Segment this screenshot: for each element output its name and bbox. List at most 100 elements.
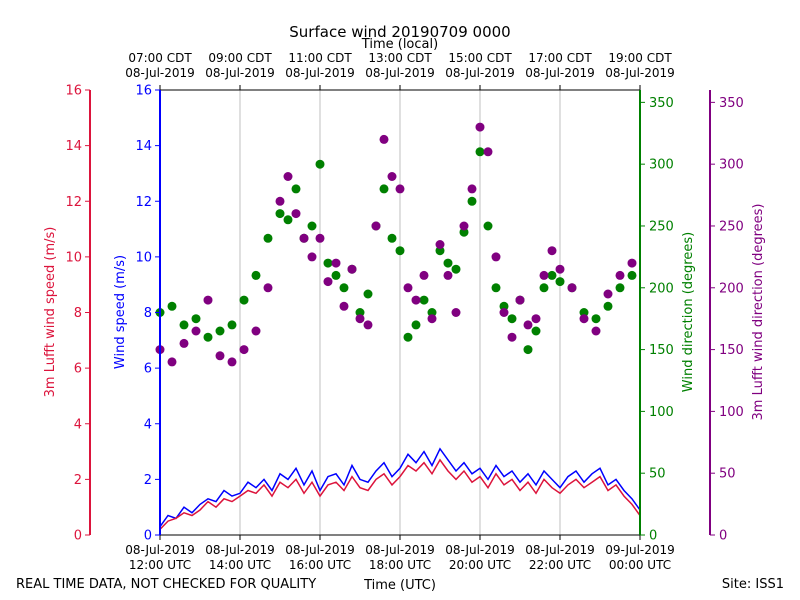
scatter-point: [331, 270, 341, 280]
top-tick-label-time: 09:00 CDT: [208, 51, 272, 65]
lufft-speed-axis-tick-label: 8: [74, 306, 82, 321]
scatter-point: [603, 301, 613, 311]
top-tick-label-time: 19:00 CDT: [608, 51, 672, 65]
scatter-point: [451, 264, 461, 274]
scatter-point: [523, 320, 533, 330]
scatter-point: [371, 221, 381, 231]
x-tick-label-time: 00:00 UTC: [609, 558, 671, 572]
scatter-point: [531, 314, 541, 324]
scatter-point: [627, 258, 637, 268]
wind-speed-axis-tick-label: 2: [144, 473, 152, 488]
scatter-point: [355, 308, 365, 317]
scatter-point: [443, 270, 453, 280]
scatter-point: [179, 320, 189, 330]
scatter-point: [315, 233, 325, 243]
scatter-point: [419, 270, 429, 280]
scatter-point: [323, 277, 333, 287]
scatter-point: [291, 209, 301, 219]
scatter-point: [251, 270, 261, 280]
scatter-point: [379, 134, 389, 144]
scatter-point: [263, 283, 273, 293]
scatter-point: [567, 283, 577, 293]
scatter-point: [467, 184, 477, 194]
lufft-direction-axis-tick-label: 50: [719, 467, 736, 482]
scatter-point: [491, 252, 501, 262]
lufft-speed-axis-tick-label: 16: [65, 84, 82, 99]
scatter-point: [483, 221, 493, 231]
lufft-direction-axis-label: 3m Lufft wind direction (degrees): [751, 204, 766, 421]
lufft-direction-axis-tick-label: 350: [719, 96, 744, 111]
site-label: Site: ISS1: [722, 577, 784, 592]
x-tick-label-time: 20:00 UTC: [449, 558, 511, 572]
top-tick-label-time: 13:00 CDT: [368, 51, 432, 65]
scatter-point: [339, 301, 349, 311]
wind-speed-axis-tick-label: 0: [144, 529, 152, 544]
x-tick-label-date: 08-Jul-2019: [445, 543, 515, 557]
bottom-axis-label: Time (UTC): [363, 578, 436, 593]
scatter-point: [355, 314, 365, 324]
scatter-point: [363, 320, 373, 330]
lufft-speed-axis-tick-label: 4: [74, 417, 82, 432]
scatter-point: [239, 345, 249, 355]
scatter-point: [615, 283, 625, 293]
lufft-speed-axis-tick-label: 6: [74, 362, 82, 377]
wind-speed-axis-label: Wind speed (m/s): [113, 255, 128, 369]
scatter-point: [263, 233, 273, 243]
wind-direction-axis-tick-label: 350: [649, 96, 674, 111]
top-tick-label-time: 07:00 CDT: [128, 51, 192, 65]
x-tick-label-time: 16:00 UTC: [289, 558, 351, 572]
scatter-point: [299, 233, 309, 243]
x-tick-label-date: 08-Jul-2019: [285, 543, 355, 557]
scatter-point: [191, 326, 201, 336]
scatter-point: [467, 196, 477, 206]
scatter-point: [427, 314, 437, 324]
scatter-point: [475, 147, 485, 157]
scatter-point: [411, 320, 421, 330]
scatter-point: [363, 289, 373, 299]
scatter-point: [603, 289, 613, 299]
top-tick-label-date: 08-Jul-2019: [445, 66, 515, 80]
scatter-point: [307, 221, 317, 231]
scatter-point: [179, 338, 189, 348]
scatter-point: [547, 270, 557, 280]
lufft-speed-axis-tick-label: 10: [65, 250, 82, 265]
scatter-point: [403, 332, 413, 342]
scatter-point: [323, 258, 333, 268]
lufft-direction-axis-tick-label: 300: [719, 158, 744, 173]
wind-speed-axis-tick-label: 12: [135, 195, 152, 210]
scatter-point: [395, 184, 405, 194]
scatter-point: [507, 332, 517, 342]
lufft-direction-axis-tick-label: 100: [719, 405, 744, 420]
top-tick-label-date: 08-Jul-2019: [605, 66, 675, 80]
scatter-point: [239, 295, 249, 305]
scatter-point: [499, 301, 509, 311]
series-line-3m-lufft-wind-speed: [159, 458, 641, 530]
scatter-point: [523, 345, 533, 355]
scatter-point: [427, 308, 437, 317]
top-tick-label-date: 08-Jul-2019: [285, 66, 355, 80]
scatter-point: [227, 320, 237, 330]
scatter-point: [459, 221, 469, 231]
wind-direction-axis-label: Wind direction (degrees): [681, 232, 696, 392]
wind-direction-axis-tick-label: 250: [649, 219, 674, 234]
scatter-point: [579, 314, 589, 324]
scatter-point: [627, 270, 637, 280]
scatter-point: [403, 283, 413, 293]
scatter-point: [387, 233, 397, 243]
scatter-point: [459, 227, 469, 237]
top-tick-label-time: 11:00 CDT: [288, 51, 352, 65]
x-tick-label-date: 08-Jul-2019: [365, 543, 435, 557]
scatter-point: [331, 258, 341, 268]
wind-speed-axis-tick-label: 8: [144, 306, 152, 321]
scatter-point: [203, 295, 213, 305]
scatter-point: [275, 209, 285, 219]
x-tick-label-date: 08-Jul-2019: [525, 543, 595, 557]
scatter-point: [515, 295, 525, 305]
x-tick-label-date: 08-Jul-2019: [205, 543, 275, 557]
x-tick-label-time: 14:00 UTC: [209, 558, 271, 572]
scatter-point: [499, 308, 509, 317]
top-tick-label-date: 08-Jul-2019: [205, 66, 275, 80]
scatter-point: [227, 357, 237, 367]
scatter-point: [191, 314, 201, 324]
wind-direction-axis-tick-label: 300: [649, 158, 674, 173]
